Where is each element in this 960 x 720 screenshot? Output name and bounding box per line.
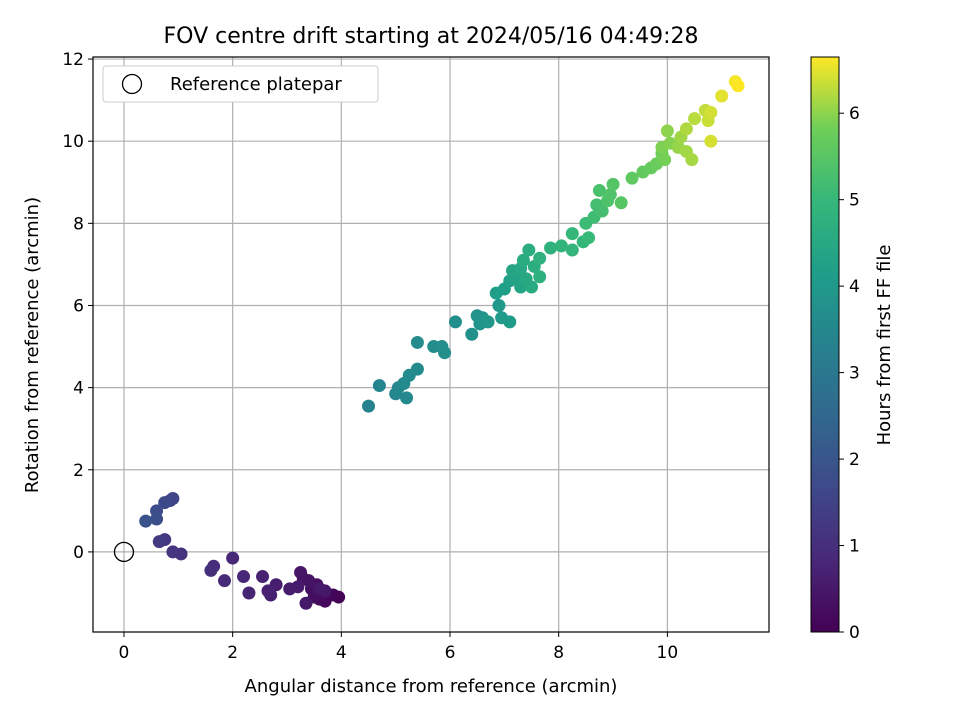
colorbar-tick-label: 6 (849, 104, 860, 124)
data-point (679, 122, 693, 136)
colorbar-tick-label: 1 (849, 537, 860, 557)
data-point (261, 584, 275, 598)
data-point (438, 346, 452, 360)
y-axis-ticks: 0 2 4 6 8 10 12 (62, 50, 93, 563)
data-point (242, 586, 256, 600)
data-point (503, 315, 517, 329)
data-point (592, 183, 606, 197)
data-point (595, 204, 609, 218)
data-point (283, 582, 297, 596)
colorbar-gradient (810, 56, 840, 633)
legend: Reference platepar (102, 65, 379, 103)
data-point (465, 327, 479, 341)
legend-marker (121, 73, 143, 95)
data-point (715, 89, 729, 103)
data-point (166, 545, 180, 559)
data-point (658, 153, 672, 167)
data-point (516, 253, 530, 267)
data-point (139, 514, 153, 528)
x-tick-label: 2 (227, 643, 238, 663)
x-axis-label: Angular distance from reference (arcmin) (245, 676, 618, 697)
y-tick-label: 10 (62, 132, 84, 152)
data-point (688, 112, 702, 126)
data-point (372, 379, 386, 393)
data-point (525, 280, 539, 294)
data-point (256, 570, 270, 584)
data-point (152, 535, 166, 549)
data-point (237, 570, 251, 584)
data-point (625, 171, 639, 185)
data-point (226, 551, 240, 565)
data-point (685, 153, 699, 167)
data-point (448, 315, 462, 329)
data-point (582, 231, 596, 245)
y-axis-label: Rotation from reference (arcmin) (22, 197, 43, 493)
data-point (704, 105, 718, 119)
data-point (554, 239, 568, 253)
data-point (204, 563, 218, 577)
x-tick-label: 8 (553, 643, 564, 663)
colorbar-tick-label: 0 (849, 623, 860, 643)
data-point (603, 188, 617, 202)
data-point (606, 177, 620, 191)
x-tick-label: 0 (119, 643, 130, 663)
colorbar-tick-label: 5 (849, 191, 860, 211)
data-point (313, 582, 327, 596)
x-tick-label: 10 (657, 643, 679, 663)
y-tick-label: 4 (73, 379, 84, 399)
colorbar-ticks: 0 1 2 3 4 5 6 (839, 104, 860, 643)
data-point (299, 596, 313, 610)
y-tick-label: 12 (62, 50, 84, 70)
legend-label: Reference platepar (170, 74, 342, 95)
data-point (533, 270, 547, 284)
data-point (660, 124, 674, 138)
data-point (158, 496, 172, 510)
data-point (362, 399, 376, 413)
data-point (410, 362, 424, 376)
data-point (294, 565, 308, 579)
x-tick-label: 4 (336, 643, 347, 663)
x-tick-label: 6 (445, 643, 456, 663)
data-point (565, 243, 579, 257)
data-point (481, 315, 495, 329)
colorbar-tick-label: 3 (849, 364, 860, 384)
colorbar: 0 1 2 3 4 5 6 Hours from first FF file (810, 56, 895, 643)
data-point (492, 298, 506, 312)
data-point (218, 574, 232, 588)
data-point (400, 391, 414, 405)
data-point (150, 512, 164, 526)
legend-box (102, 65, 379, 103)
y-tick-label: 8 (73, 214, 84, 234)
data-point (522, 243, 536, 257)
data-point (544, 241, 558, 255)
colorbar-label: Hours from first FF file (874, 245, 895, 446)
data-point (410, 335, 424, 349)
data-point (731, 79, 745, 93)
chart-title: FOV centre drift starting at 2024/05/16 … (164, 24, 699, 49)
x-axis-ticks: 0 2 4 6 8 10 (119, 632, 679, 663)
colorbar-tick-label: 2 (849, 450, 860, 470)
data-point (565, 227, 579, 241)
colorbar-tick-label: 4 (849, 277, 860, 297)
y-tick-label: 0 (73, 543, 84, 563)
y-tick-label: 6 (73, 296, 84, 316)
plot-frame (92, 56, 770, 633)
data-point (614, 196, 628, 210)
data-point (704, 134, 718, 148)
data-points (113, 75, 745, 610)
reference-point (113, 541, 135, 563)
y-tick-label: 2 (73, 461, 84, 481)
data-point (533, 251, 547, 265)
